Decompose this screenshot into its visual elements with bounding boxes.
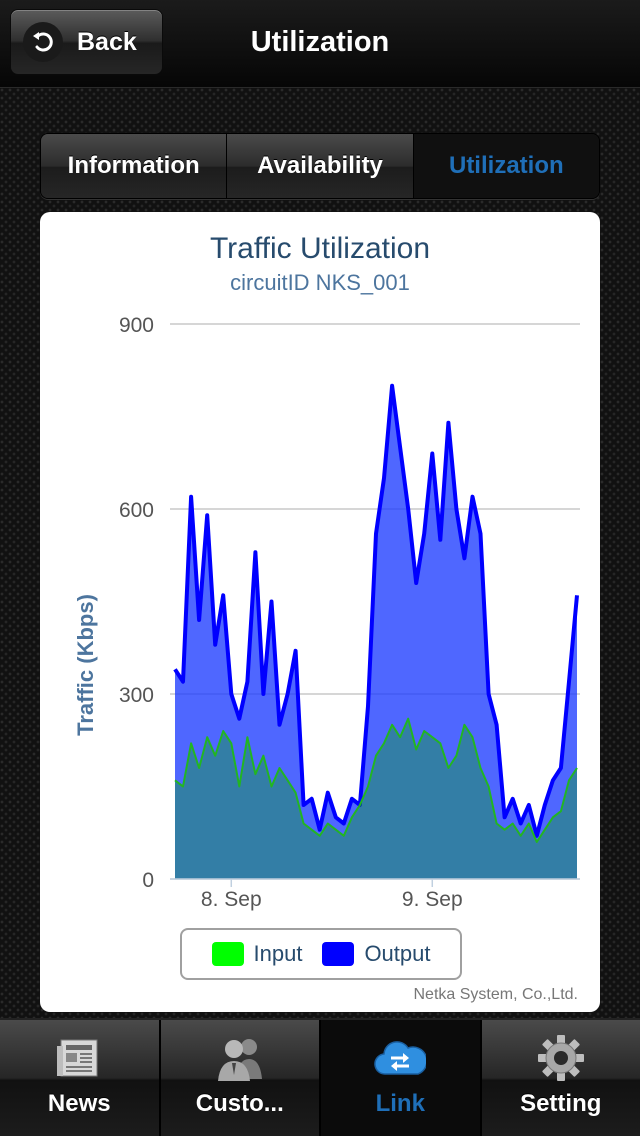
customers-icon — [212, 1032, 268, 1084]
traffic-chart: 0 300 600 900 8. Sep 9. Sep Traffic (Kbps) — [73, 314, 580, 911]
segmented-tabs: Information Availability Utilization — [40, 133, 600, 199]
tab-utilization[interactable]: Utilization — [413, 134, 599, 198]
y-tick-label: 0 — [142, 869, 154, 892]
link-cloud-icon — [372, 1032, 428, 1084]
y-tick-label: 300 — [119, 684, 154, 707]
legend-item-output[interactable]: Output — [322, 941, 430, 967]
back-button[interactable]: Back — [10, 9, 163, 75]
y-axis-label: Traffic (Kbps) — [73, 594, 98, 736]
tabbar-label-link: Link — [375, 1090, 425, 1117]
page-title: Utilization — [250, 26, 390, 58]
chart-card: Traffic Utilization circuitID NKS_001 0 3… — [40, 212, 600, 1012]
tabbar-label-setting: Setting — [520, 1090, 602, 1117]
tabbar-item-link[interactable]: Link — [321, 1020, 482, 1136]
x-tick-label: 8. Sep — [201, 888, 262, 911]
back-button-label: Back — [77, 27, 137, 56]
series-line-output — [173, 383, 579, 838]
legend-label-output: Output — [364, 941, 431, 966]
tab-bar: News Custo... Link — [0, 1018, 640, 1136]
tabbar-item-customers[interactable]: Custo... — [160, 1020, 321, 1136]
legend-label-input: Input — [253, 941, 303, 966]
tab-information[interactable]: Information — [41, 134, 228, 198]
tabbar-item-setting[interactable]: Setting — [481, 1020, 640, 1136]
chart-subtitle: circuitID NKS_001 — [230, 270, 410, 295]
legend-swatch-output — [322, 942, 355, 966]
chart-legend: Input Output — [180, 928, 462, 980]
series-area-input — [175, 718, 577, 879]
gear-icon — [533, 1032, 589, 1084]
navigation-bar: Back Utilization — [0, 0, 640, 88]
newspaper-icon — [51, 1032, 107, 1084]
chart-title: Traffic Utilization — [209, 232, 431, 265]
back-arrow-icon — [23, 22, 63, 62]
y-tick-label: 600 — [119, 499, 154, 522]
legend-swatch-input — [211, 942, 244, 966]
x-tick-label: 9. Sep — [402, 888, 463, 911]
chart-credits[interactable]: Netka System, Co.,Ltd. — [413, 986, 578, 1003]
tabbar-label-customers: Custo... — [195, 1090, 284, 1117]
tabbar-label-news: News — [47, 1090, 111, 1117]
tabbar-item-news[interactable]: News — [0, 1020, 161, 1136]
series-line-input — [174, 717, 578, 843]
y-tick-label: 900 — [119, 314, 154, 337]
legend-item-input[interactable]: Input — [211, 941, 303, 967]
tab-availability[interactable]: Availability — [227, 134, 414, 198]
